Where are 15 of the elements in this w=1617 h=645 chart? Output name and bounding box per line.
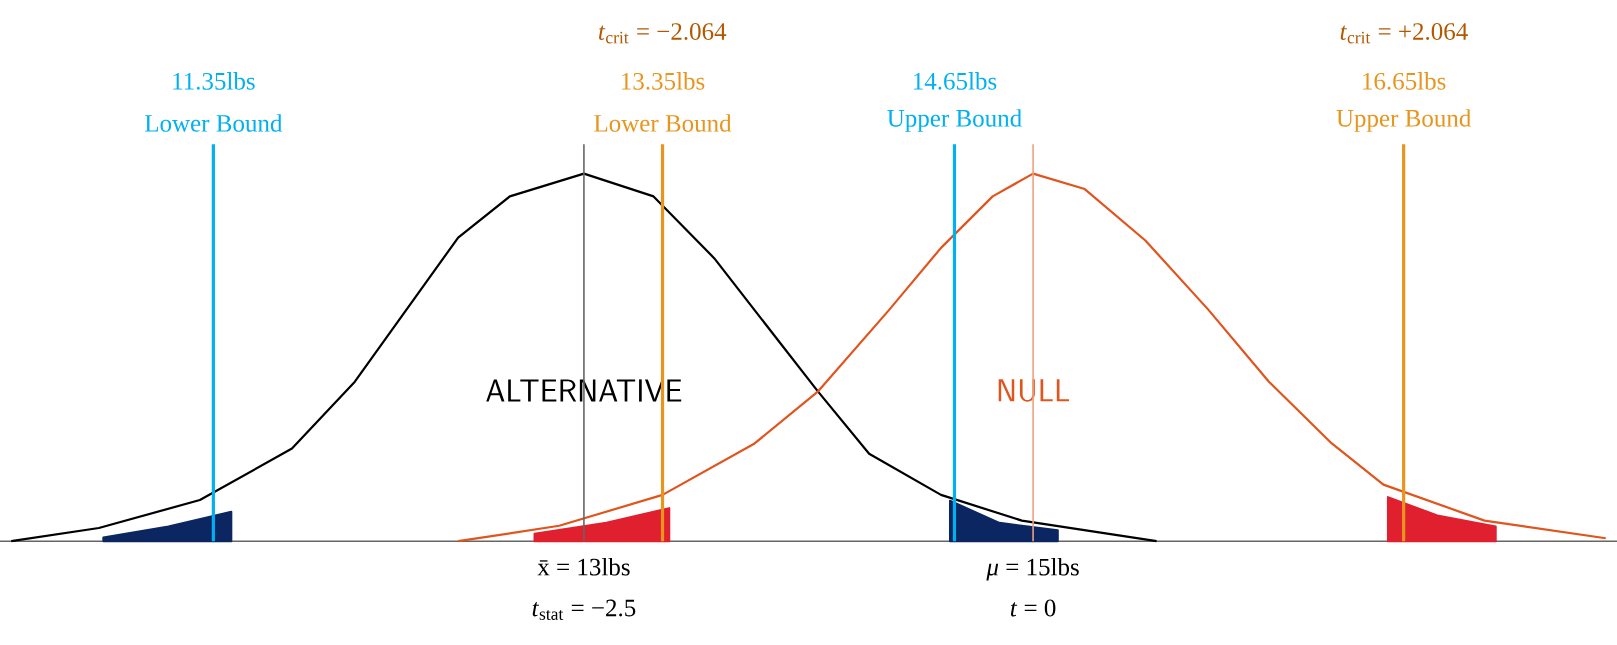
text: NULL [998,379,1069,402]
ref-line-label: 14.65lbs [913,72,997,90]
text: t = 0 [1010,599,1056,617]
text: Lower Bound [594,114,732,132]
text: Upper Bound [887,109,1022,132]
x-tick-label: μ = 15lbs [986,557,1079,581]
ref-line-label: 11.35lbs [173,72,255,90]
text: Upper Bound [1336,109,1472,132]
x-tick-label: x̄ = 13lbs [537,557,630,576]
x2-tick-label: t$_{crit}$ = −2.064 [599,23,727,44]
text: t$_{stat}$ = −2.5 [532,599,636,620]
ref-line-label: 13.35lbs [622,72,705,90]
x2-tick-label: t$_{crit}$ = +2.064 [1340,23,1468,44]
ref-line-label: 16.65lbs [1363,72,1446,90]
text: Lower Bound [145,114,283,132]
